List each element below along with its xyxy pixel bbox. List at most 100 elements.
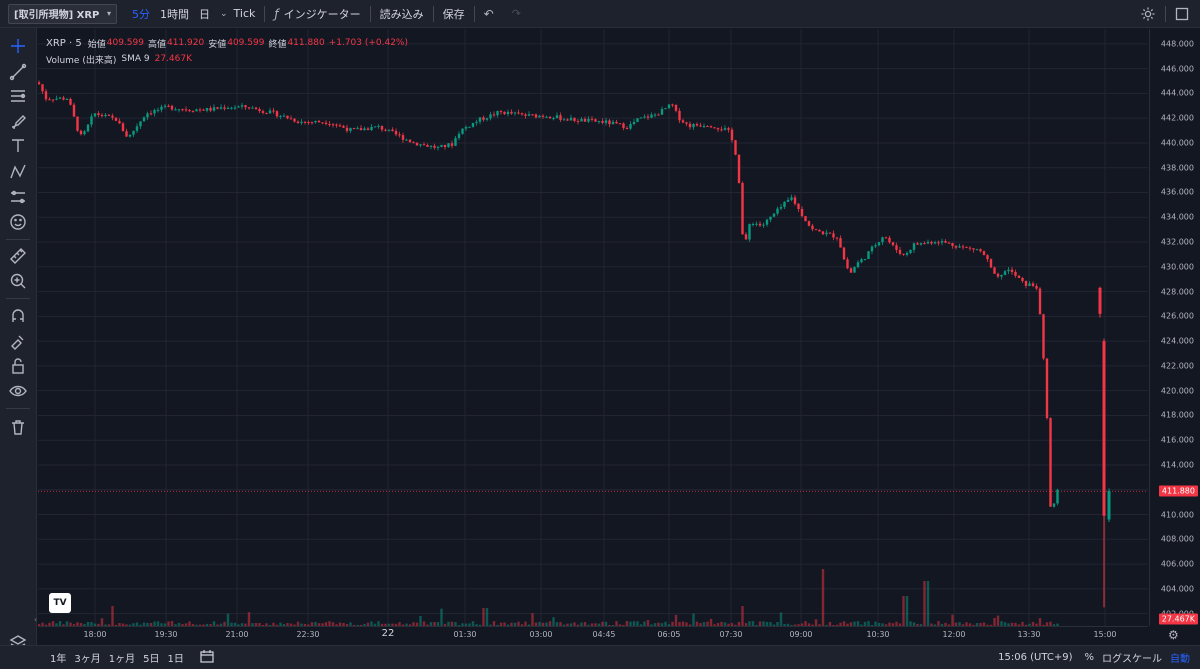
volume-bar xyxy=(216,624,219,626)
prediction-icon[interactable] xyxy=(8,187,28,207)
candle-body xyxy=(790,197,793,200)
candle-body xyxy=(888,237,891,243)
candle-body xyxy=(947,242,951,244)
undo-icon[interactable]: ↶ xyxy=(483,6,494,21)
pattern-icon[interactable] xyxy=(8,162,28,182)
eye-icon[interactable] xyxy=(8,381,28,401)
volume-bar xyxy=(1014,622,1017,626)
indicators-label: インジケーター xyxy=(283,7,361,21)
volume-bar xyxy=(608,624,611,626)
volume-bar xyxy=(688,624,692,626)
candle-body xyxy=(555,115,559,119)
interval-1d[interactable]: 日 xyxy=(199,7,210,21)
candle-body xyxy=(265,112,268,114)
volume-bar xyxy=(398,622,401,626)
close-value: 411.880 xyxy=(287,38,325,48)
candle-body xyxy=(877,242,881,246)
candle-body xyxy=(968,247,972,249)
volume-bar xyxy=(702,622,706,626)
candle-body xyxy=(590,118,594,120)
candle-body xyxy=(912,243,916,250)
candle-body xyxy=(377,125,380,127)
interval-1h[interactable]: 1時間 xyxy=(160,7,189,21)
candle-body xyxy=(758,223,762,226)
range-3m[interactable]: 3ヶ月 xyxy=(74,654,101,665)
log-scale-toggle[interactable]: ログスケール xyxy=(1102,654,1162,665)
volume-bar xyxy=(657,622,660,626)
volume-bar xyxy=(552,617,555,626)
volume-bar xyxy=(132,623,135,626)
chevron-left-icon[interactable]: ‹ xyxy=(34,615,38,624)
range-5d[interactable]: 5日 xyxy=(143,654,160,665)
brush-icon[interactable] xyxy=(8,112,28,132)
top-toolbar: [取引所現物] XRP ▾ 5分 1時間 日 ⌄ Tick ƒ インジケーター … xyxy=(0,0,1200,28)
range-1y[interactable]: 1年 xyxy=(50,654,67,665)
indicators-button[interactable]: ƒ インジケーター xyxy=(269,0,365,28)
symbol-select[interactable]: [取引所現物] XRP ▾ xyxy=(8,3,117,24)
candle-body xyxy=(468,126,471,128)
volume-bar xyxy=(534,622,538,626)
timezone-label[interactable]: 15:06 (UTC+9) xyxy=(998,652,1073,663)
axis-settings-icon[interactable]: ⚙ xyxy=(1168,628,1179,642)
volume-bar xyxy=(191,623,195,626)
time-axis[interactable]: 18:00 19:30 21:00 22:30 22 01:30 03:00 04:45 06:… xyxy=(38,626,1148,645)
crosshair-icon[interactable] xyxy=(8,36,28,56)
range-1m[interactable]: 1ヶ月 xyxy=(108,654,136,665)
text-icon[interactable] xyxy=(8,136,28,156)
volume-bar xyxy=(146,622,149,626)
candle-body xyxy=(597,121,601,123)
candle-body xyxy=(811,225,814,230)
volume-bar xyxy=(706,621,709,626)
candle-body xyxy=(366,128,370,131)
settings-gear-icon[interactable] xyxy=(1135,0,1161,28)
legend-symbol: XRP · 5 xyxy=(46,37,82,49)
ruler-icon[interactable] xyxy=(8,246,28,266)
candle-body xyxy=(254,107,258,110)
trash-icon[interactable] xyxy=(8,417,28,437)
candle-body xyxy=(513,112,517,114)
candle-body xyxy=(660,108,664,115)
interval-5m[interactable]: 5分 xyxy=(132,7,150,21)
candle-body xyxy=(975,249,979,251)
lock-icon[interactable] xyxy=(8,356,28,376)
volume-bar xyxy=(814,619,818,626)
save-button[interactable]: 保存 xyxy=(442,7,465,21)
redo-icon[interactable]: ↷ xyxy=(511,7,521,20)
volume-bar xyxy=(898,623,902,626)
candle-body xyxy=(58,97,62,99)
magnet-icon[interactable] xyxy=(8,306,28,326)
volume-bar xyxy=(566,623,569,626)
volume-bar xyxy=(790,624,793,626)
volume-bar xyxy=(944,622,947,626)
auto-scale-toggle[interactable]: 自動 xyxy=(1170,654,1190,665)
emoji-icon[interactable] xyxy=(8,212,28,232)
load-button[interactable]: 読み込み xyxy=(379,7,424,21)
zoom-in-icon[interactable] xyxy=(8,271,28,291)
price-chart[interactable] xyxy=(38,29,1148,626)
volume-bar xyxy=(713,624,716,626)
goto-date-icon[interactable] xyxy=(196,649,218,666)
price-axis[interactable]: 448.000 446.000 444.000 442.000 440.000 438.0… xyxy=(1149,29,1200,626)
volume-bar xyxy=(629,621,632,626)
candle-body xyxy=(804,216,807,222)
chart-type-button[interactable]: ⌄ Tick xyxy=(215,0,260,28)
volume-bar xyxy=(639,624,643,626)
chevron-down-icon: ⌄ xyxy=(220,8,228,19)
trend-line-icon[interactable] xyxy=(8,62,28,82)
volume-bar xyxy=(842,621,846,626)
candle-body xyxy=(223,107,226,109)
range-1d[interactable]: 1日 xyxy=(167,654,184,665)
percent-toggle[interactable]: % xyxy=(1084,652,1094,663)
candle-body xyxy=(422,144,426,146)
candle-body xyxy=(559,115,562,120)
volume-bar xyxy=(1045,622,1049,626)
volume-bar xyxy=(650,624,653,626)
candle-body xyxy=(583,118,587,122)
lock-drawing-icon[interactable] xyxy=(8,331,28,351)
volume-bar xyxy=(177,622,181,626)
volume-bar xyxy=(321,623,324,626)
change-value: +1.703 (+0.42%) xyxy=(328,38,408,48)
fullscreen-icon[interactable] xyxy=(1170,0,1194,28)
tradingview-logo[interactable]: TV xyxy=(49,593,71,613)
horizontal-lines-icon[interactable] xyxy=(8,86,28,106)
